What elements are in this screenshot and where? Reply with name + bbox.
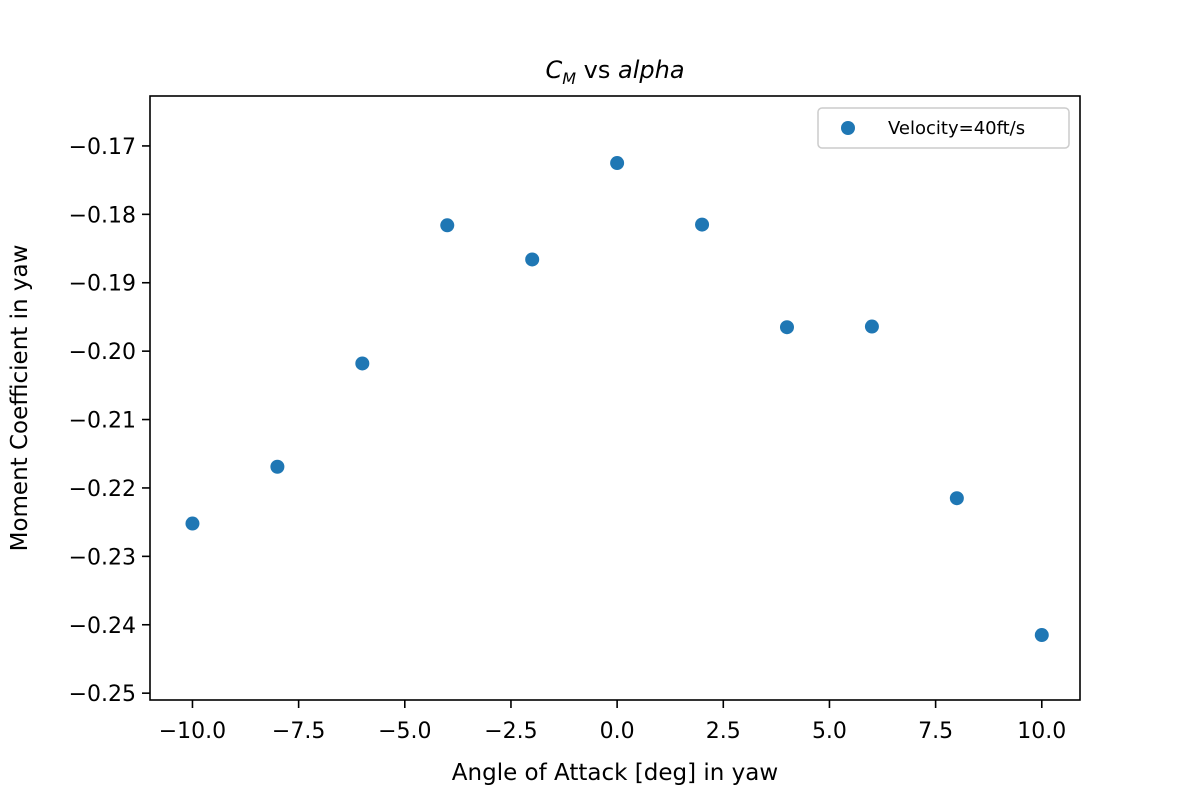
axis-ticks: −10.0 −7.5 −5.0 −2.5 0.0 2.5 5.0 7.5 10.0 −0.17 −0… <box>69 135 1067 744</box>
title-middle: vs <box>576 56 618 84</box>
y-tick-label: −0.21 <box>69 409 136 434</box>
data-point <box>695 217 710 232</box>
title-subscript: M <box>562 69 576 88</box>
data-points <box>185 156 1049 643</box>
legend: Velocity=40ft/s <box>817 107 1070 149</box>
y-tick-label: −0.18 <box>69 203 136 228</box>
y-tick-label: −0.22 <box>69 477 136 502</box>
title-variable: alpha <box>618 56 685 84</box>
data-point <box>185 516 200 531</box>
x-tick-label: −7.5 <box>272 719 325 744</box>
data-point <box>610 156 625 171</box>
y-tick-label: −0.20 <box>69 340 136 365</box>
x-tick-label: 2.5 <box>706 719 741 744</box>
x-tick-label: −10.0 <box>159 719 226 744</box>
x-tick-label: 0.0 <box>600 719 635 744</box>
x-axis-label: Angle of Attack [deg] in yaw <box>452 760 778 786</box>
x-tick-label: −5.0 <box>378 719 431 744</box>
x-tick-label: 7.5 <box>918 719 953 744</box>
y-tick-label: −0.17 <box>69 135 136 160</box>
data-point <box>355 356 370 371</box>
data-point <box>779 320 794 335</box>
title-symbol: C <box>545 56 562 84</box>
data-point <box>440 218 455 233</box>
data-point <box>525 252 540 267</box>
y-tick-label: −0.24 <box>69 614 136 639</box>
data-point <box>270 459 285 474</box>
legend-label: Velocity=40ft/s <box>888 118 1025 139</box>
data-point <box>864 319 879 334</box>
x-tick-label: −2.5 <box>484 719 537 744</box>
chart-title: CM vs alpha <box>545 56 684 88</box>
x-tick-label: 5.0 <box>812 719 847 744</box>
y-tick-label: −0.25 <box>69 682 136 707</box>
data-point <box>1034 628 1049 643</box>
y-tick-label: −0.19 <box>69 272 136 297</box>
y-tick-label: −0.23 <box>69 545 136 570</box>
data-point <box>949 491 964 506</box>
x-tick-label: 10.0 <box>1017 719 1066 744</box>
legend-marker <box>841 121 855 135</box>
y-axis-label: Moment Coefficient in yaw <box>7 245 33 552</box>
legend-box <box>817 107 1070 149</box>
plot-area-frame <box>149 95 1081 701</box>
